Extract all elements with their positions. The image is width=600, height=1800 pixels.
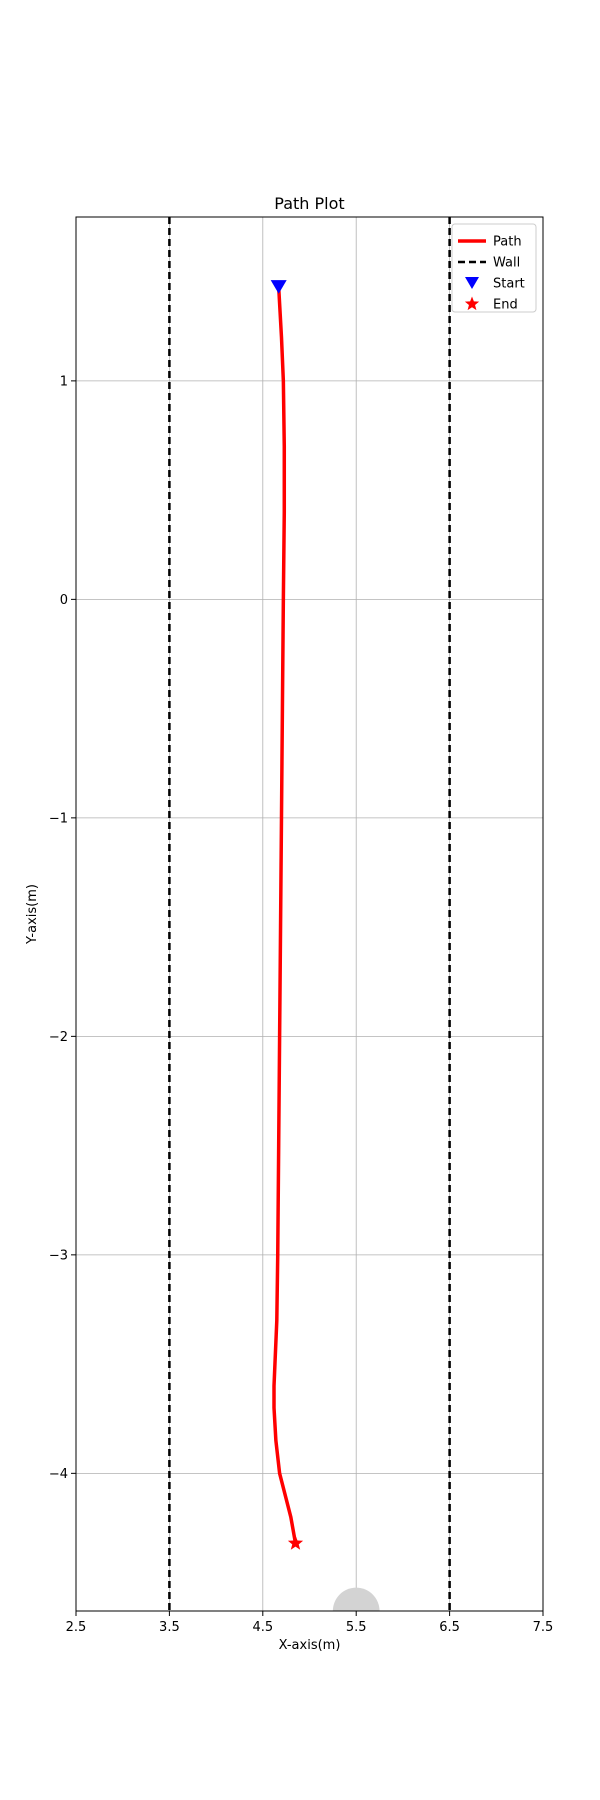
x-axis-title: X-axis(m) — [279, 1638, 341, 1653]
x-tick-label: 7.5 — [533, 1620, 554, 1635]
y-tick-label: 0 — [60, 593, 68, 608]
x-tick-label: 5.5 — [346, 1620, 367, 1635]
x-tick-label: 4.5 — [252, 1620, 273, 1635]
background-shape-layer — [332, 1587, 380, 1611]
x-tick-label: 3.5 — [159, 1620, 180, 1635]
legend-end-swatch — [464, 296, 480, 311]
x-tick-label: 2.5 — [66, 1620, 87, 1635]
x-axis-ticks: 2.5 3.5 4.5 5.5 6.5 7.5 — [66, 1611, 554, 1635]
wall-lines — [168, 217, 451, 1611]
legend-end-label: End — [493, 298, 518, 313]
plot-frame — [75, 216, 544, 1612]
legend-path-label: Path — [493, 235, 522, 250]
y-tick-label: −2 — [49, 1030, 68, 1045]
legend-start-label: Start — [493, 277, 525, 292]
y-tick-label: 1 — [60, 374, 68, 389]
x-tick-label: 6.5 — [439, 1620, 460, 1635]
end-marker — [287, 1535, 304, 1550]
legend-box — [451, 223, 537, 313]
path-series — [272, 285, 298, 1546]
start-marker — [270, 280, 287, 294]
y-tick-label: −4 — [49, 1467, 68, 1482]
background-semicircle — [332, 1587, 380, 1611]
y-axis-title: Y-axis(m) — [25, 884, 40, 945]
legend: Path Wall Start End — [451, 223, 537, 313]
y-tick-label: −1 — [49, 811, 68, 826]
legend-start-swatch — [465, 277, 479, 289]
y-axis-ticks: −4 −3 −2 −1 0 1 — [49, 374, 76, 1482]
y-tick-label: −3 — [49, 1248, 68, 1263]
point-markers — [270, 280, 304, 1550]
path-line — [272, 285, 298, 1546]
legend-wall-label: Wall — [493, 256, 520, 271]
chart-title: Path Plot — [274, 194, 344, 213]
